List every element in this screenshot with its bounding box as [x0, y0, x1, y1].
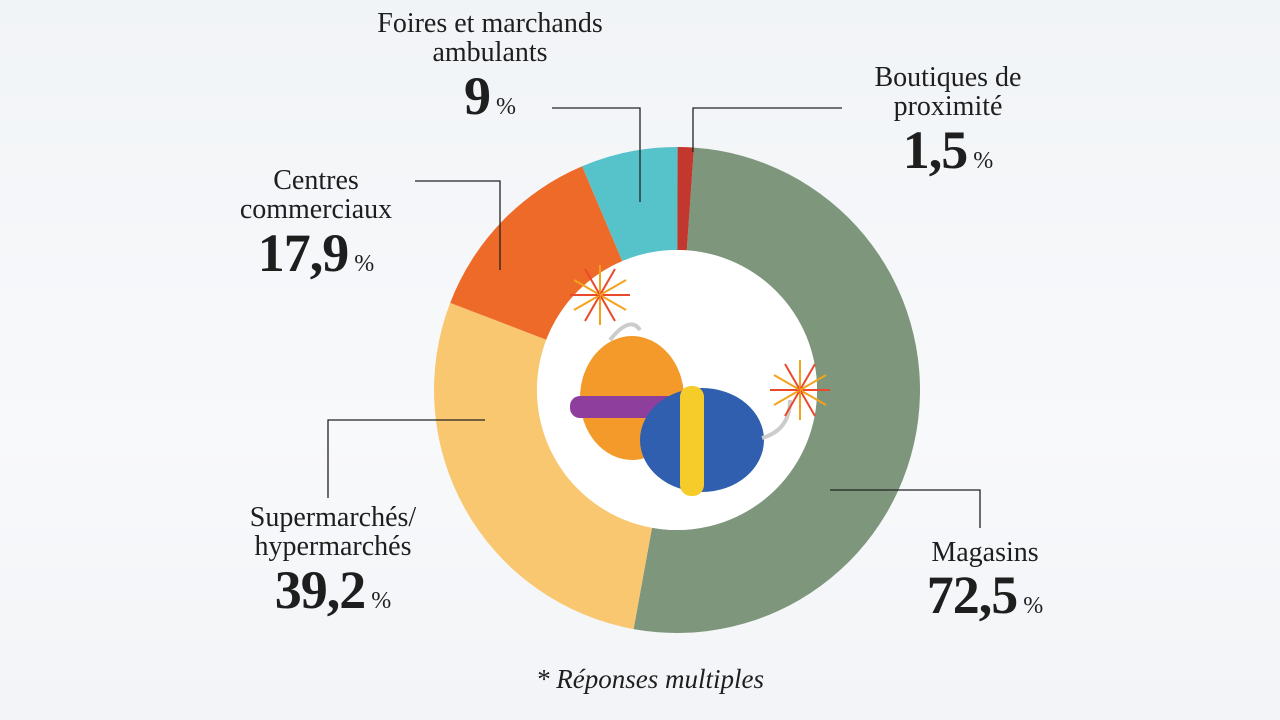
unit-label: %	[496, 93, 516, 120]
donut-segment	[450, 166, 623, 340]
spark	[799, 389, 827, 406]
spark	[799, 374, 827, 391]
spark	[599, 268, 616, 296]
value-row: 1,5%	[798, 119, 1098, 180]
spark	[799, 363, 816, 391]
fuse	[761, 399, 792, 440]
spark	[599, 294, 616, 322]
value-label: 72,5	[926, 565, 1018, 626]
firecracker-band	[680, 386, 704, 496]
spark	[773, 389, 801, 406]
value-row: 72,5%	[835, 567, 1135, 624]
segment-label: Boutiques de proximité 1,5%	[798, 63, 1098, 178]
segment-label: Centres commerciaux 17,9%	[166, 166, 466, 281]
category-label: Centres commerciaux	[239, 165, 393, 226]
leader-line	[830, 489, 981, 528]
unit-label: %	[1023, 593, 1044, 620]
illustration	[570, 265, 830, 496]
unit-label: %	[371, 587, 392, 614]
spark	[573, 294, 601, 311]
fuse	[608, 322, 642, 342]
value-label: 9	[464, 65, 491, 126]
spark	[599, 294, 627, 311]
donut	[434, 146, 921, 634]
donut-segment	[434, 302, 652, 630]
value-row: 17,9%	[166, 222, 466, 283]
value-label: 17,9	[257, 222, 349, 283]
spark	[799, 389, 816, 417]
unit-label: %	[354, 250, 375, 277]
leader-line	[692, 107, 842, 152]
leader-line	[415, 180, 501, 270]
donut-segment	[633, 147, 921, 634]
leader-line	[552, 107, 641, 202]
spark	[584, 268, 601, 296]
leader-lines	[327, 107, 981, 528]
category-label: Supermarchés/ hypermarchés	[249, 502, 417, 563]
unit-label: %	[973, 147, 994, 174]
donut-segment	[677, 147, 694, 251]
segment-label: Supermarchés/ hypermarchés 39,2%	[183, 503, 483, 618]
category-label: Magasins	[931, 537, 1039, 568]
leader-line	[327, 419, 485, 498]
footnote: * Réponses multiples	[536, 664, 764, 694]
spark	[584, 294, 601, 322]
spark	[773, 374, 801, 391]
value-label: 39,2	[274, 559, 366, 620]
category-label: Foires et marchands ambulants	[377, 8, 603, 69]
spark	[784, 363, 801, 391]
donut-segment	[582, 146, 678, 262]
spark	[599, 279, 627, 296]
value-row: 9%	[340, 65, 640, 126]
value-label: 1,5	[902, 119, 968, 180]
spark	[573, 279, 601, 296]
category-label: Boutiques de proximité	[874, 62, 1022, 123]
spark	[784, 389, 801, 417]
segment-label: Foires et marchands ambulants 9%	[340, 9, 640, 124]
segment-label: Magasins 72,5%	[835, 538, 1135, 624]
value-row: 39,2%	[183, 559, 483, 620]
